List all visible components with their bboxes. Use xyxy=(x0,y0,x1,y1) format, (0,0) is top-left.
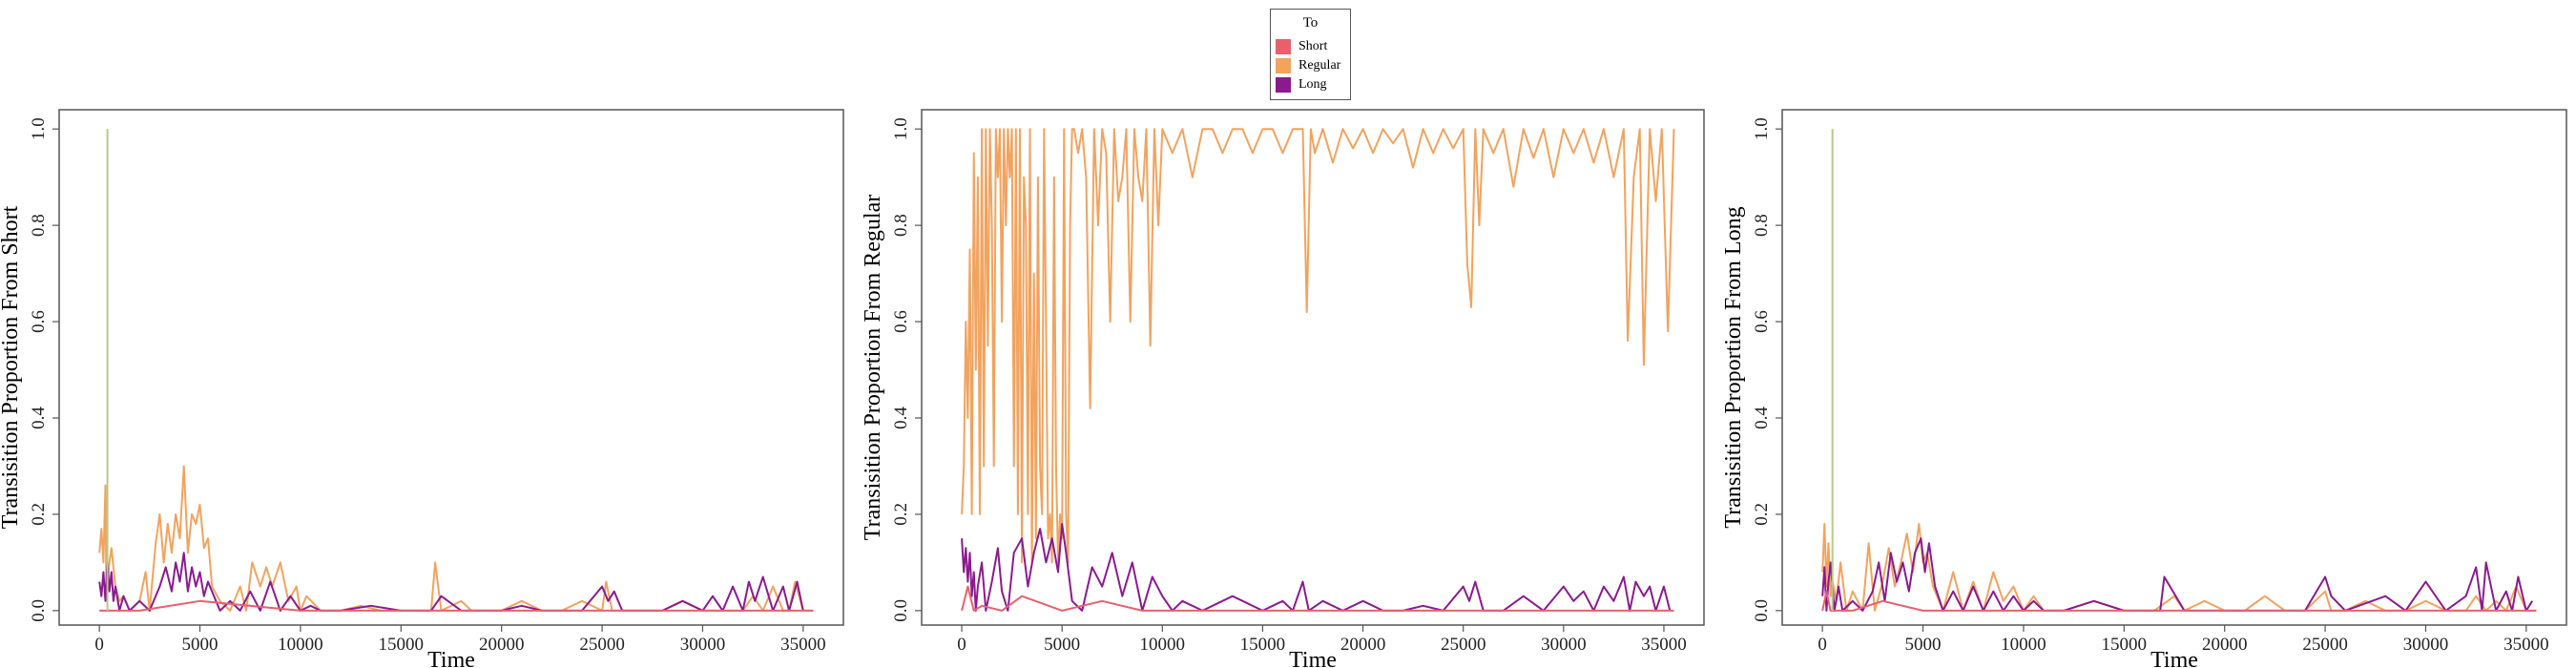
y-tick-label: 0.4 xyxy=(1752,407,1772,429)
legend-title: To xyxy=(1302,15,1319,31)
legend-label-short: Short xyxy=(1298,39,1328,53)
x-tick-label: 10000 xyxy=(2001,635,2046,655)
y-tick-label: 0.2 xyxy=(29,503,49,526)
y-tick-label: 0.0 xyxy=(1752,599,1772,622)
x-axis-title: Time xyxy=(2150,648,2198,668)
x-tick-label: 25000 xyxy=(1441,635,1486,655)
x-tick-label: 0 xyxy=(957,635,966,655)
x-tick-label: 10000 xyxy=(1140,635,1186,655)
x-tick-label: 15000 xyxy=(2102,635,2148,655)
x-tick-label: 15000 xyxy=(1240,635,1286,655)
y-tick-label: 0.8 xyxy=(891,214,911,237)
y-tick-label: 0.2 xyxy=(891,503,911,526)
x-tick-label: 5000 xyxy=(182,635,218,655)
legend-swatch-short xyxy=(1276,39,1291,54)
y-tick-label: 0.4 xyxy=(891,407,911,429)
plot-frame xyxy=(58,109,844,626)
y-tick-label: 0.4 xyxy=(29,407,49,429)
x-tick-label: 30000 xyxy=(680,635,726,655)
x-tick-label: 25000 xyxy=(579,635,625,655)
plot-frame xyxy=(1781,109,2567,626)
series-line-short xyxy=(1821,590,2537,612)
y-tick-label: 1.0 xyxy=(891,117,911,140)
legend-label-long: Long xyxy=(1298,77,1327,92)
x-tick-label: 35000 xyxy=(780,635,826,655)
x-tick-label: 15000 xyxy=(379,635,425,655)
y-axis-title: Transisition Proportion From Regular xyxy=(861,195,885,540)
legend-label-regular: Regular xyxy=(1298,58,1341,73)
series-line-short xyxy=(99,599,814,612)
y-tick-label: 1.0 xyxy=(29,117,49,140)
x-tick-label: 30000 xyxy=(1541,635,1587,655)
legend-swatch-regular xyxy=(1276,58,1291,73)
y-tick-label: 1.0 xyxy=(1752,117,1772,140)
x-tick-label: 0 xyxy=(94,635,104,655)
x-tick-label: 20000 xyxy=(2202,635,2248,655)
y-tick-label: 0.0 xyxy=(29,599,49,622)
x-tick-label: 35000 xyxy=(2503,635,2549,655)
chart-panel-1: 0 5000 10000 15000 20000 25000 30000 35000 0.0 0.… xyxy=(0,109,844,668)
x-tick-label: 30000 xyxy=(2403,635,2449,655)
series-line-long xyxy=(961,523,1672,612)
y-tick-label: 0.8 xyxy=(1752,214,1772,237)
series-line-short xyxy=(961,585,1674,612)
legend: To Short Regular Long xyxy=(1270,9,1351,100)
legend-swatch-long xyxy=(1276,77,1291,93)
series-line-regular xyxy=(961,128,1675,564)
y-axis-title: Transisition Proportion From Long xyxy=(1721,206,1746,528)
chart-panel-3: 0 5000 10000 15000 20000 25000 30000 35000 0.0 0.… xyxy=(1721,109,2567,668)
x-tick-label: 25000 xyxy=(2302,635,2348,655)
y-axis-title: Transisition Proportion From Short xyxy=(0,205,23,529)
series-line-long xyxy=(1821,537,2534,612)
x-tick-label: 10000 xyxy=(278,635,323,655)
x-tick-label: 20000 xyxy=(479,635,525,655)
y-tick-label: 0.2 xyxy=(1752,503,1772,526)
plot-frame xyxy=(921,109,1705,626)
y-tick-label: 0.6 xyxy=(29,310,49,333)
x-axis-title: Time xyxy=(427,648,475,668)
x-tick-label: 5000 xyxy=(1044,635,1080,655)
y-tick-label: 0.6 xyxy=(891,310,911,333)
x-tick-label: 20000 xyxy=(1340,635,1386,655)
chart-panel-2: 0 5000 10000 15000 20000 25000 30000 35000 0.0 0.… xyxy=(861,109,1705,668)
y-tick-label: 0.6 xyxy=(1752,310,1772,333)
x-axis-title: Time xyxy=(1289,648,1337,668)
y-tick-label: 0.8 xyxy=(29,214,49,237)
y-tick-label: 0.0 xyxy=(891,599,911,622)
x-tick-label: 5000 xyxy=(1905,635,1942,655)
series-line-regular xyxy=(1821,523,2537,612)
x-tick-label: 35000 xyxy=(1641,635,1687,655)
x-tick-label: 0 xyxy=(1818,635,1827,655)
